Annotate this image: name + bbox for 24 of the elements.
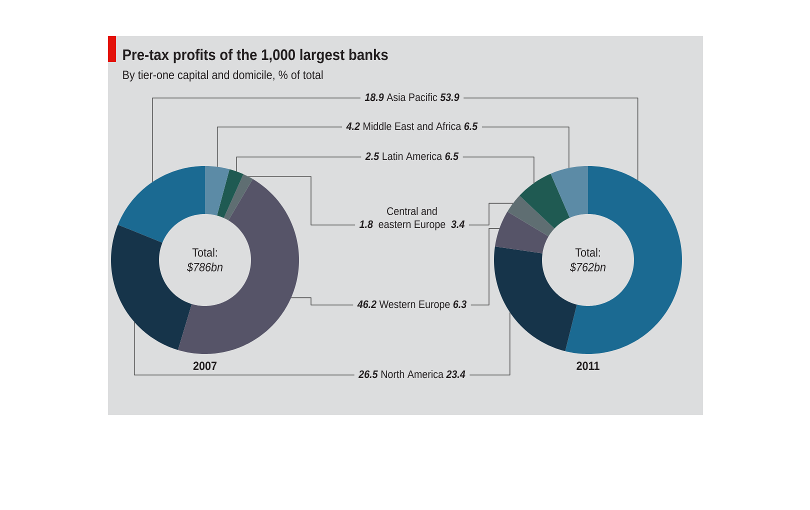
- data-label: 53.9: [440, 93, 460, 102]
- data-label: 23.4: [446, 370, 466, 378]
- data-label: 46.2: [357, 300, 376, 308]
- text: Total: $762bn: [570, 248, 606, 272]
- chart-title: Pre-tax profits of the 1,000 largest banks: [123, 48, 388, 64]
- data-label: 3.4: [451, 220, 465, 228]
- slice-label: 2007: [193, 362, 217, 370]
- slice-label: Middle East and Africa: [364, 122, 462, 130]
- slice-label: Asia Pacific: [386, 93, 438, 102]
- data-label: 6.5: [464, 122, 478, 130]
- data-label: 4.2: [346, 122, 360, 130]
- slice-label: Central and eastern Europe: [378, 207, 446, 230]
- slice-label: North America: [381, 370, 444, 378]
- slice-label: 2011: [576, 362, 600, 370]
- data-label: 26.5: [358, 370, 378, 378]
- data-label: 6.5: [445, 152, 459, 160]
- slice-label: Western Europe: [379, 300, 450, 310]
- text: Total: $786bn: [186, 248, 223, 272]
- chart-subtitle: By tier-one capital and domicile, % of total: [123, 70, 323, 82]
- data-label: 6.3: [453, 300, 467, 308]
- data-label: 18.9: [364, 93, 384, 102]
- data-label: 2.5: [365, 152, 380, 160]
- data-label: 1.8: [359, 220, 373, 228]
- slice-label: Latin America: [382, 152, 442, 160]
